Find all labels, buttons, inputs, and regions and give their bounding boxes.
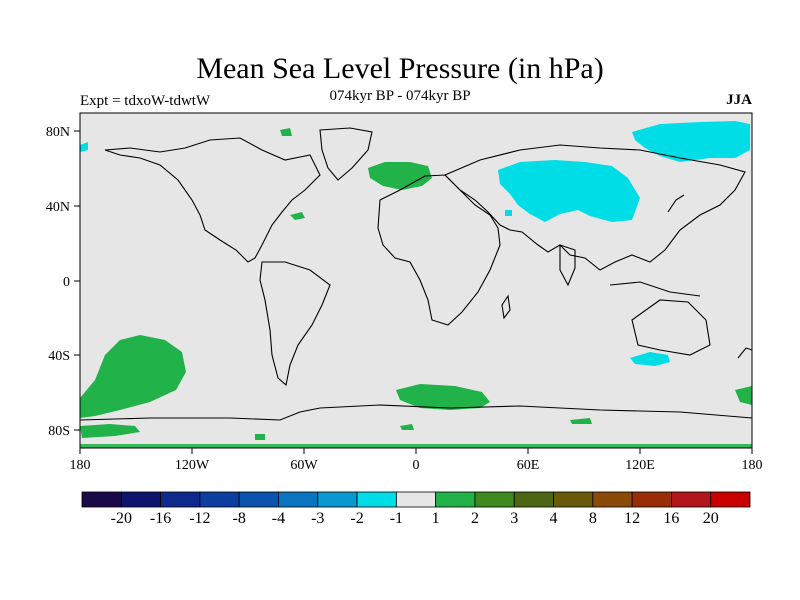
colorbar-swatch xyxy=(120,491,161,508)
y-tick-label: 0 xyxy=(63,275,70,290)
colorbar-label: -12 xyxy=(189,510,210,527)
axis-ticks xyxy=(74,130,753,454)
colorbar-label: 12 xyxy=(624,510,640,527)
colorbar-swatch xyxy=(474,491,515,508)
colorbar-swatch xyxy=(631,491,672,508)
colorbar-label: -8 xyxy=(233,510,246,527)
colorbar-swatch xyxy=(160,491,201,508)
x-tick-label: 60W xyxy=(290,458,318,473)
colorbar-swatch xyxy=(710,491,751,508)
y-tick-label: 40N xyxy=(46,200,70,215)
experiment-label: Expt = tdxoW-tdwtW xyxy=(80,93,211,109)
colorbar-swatch xyxy=(81,491,122,508)
period-label: 074kyr BP - 074kyr BP xyxy=(329,88,471,104)
colorbar-swatch xyxy=(671,491,712,508)
y-tick-label: 80N xyxy=(46,125,70,140)
x-tick-label: 120W xyxy=(175,458,210,473)
x-tick-label: 0 xyxy=(413,458,420,473)
colorbar-label: 2 xyxy=(471,510,479,527)
colorbar-swatch xyxy=(395,491,437,508)
colorbar-labels: -20 -16 -12 -8 -4 -3 -2 -1 1 2 3 4 8 12 16 20 xyxy=(111,510,719,527)
positive-anomaly-regions xyxy=(80,128,752,448)
colorbar-label: 3 xyxy=(510,510,518,527)
y-tick-labels: 80N 40N 0 40S 80S xyxy=(46,125,70,439)
colorbar-swatch xyxy=(317,491,358,508)
colorbar-swatch xyxy=(513,491,554,508)
colorbar-swatch xyxy=(435,491,476,508)
x-tick-label: 120E xyxy=(625,458,655,473)
coastlines xyxy=(79,127,753,421)
colorbar-label: -3 xyxy=(311,510,324,527)
colorbar-swatch xyxy=(278,491,319,508)
y-tick-label: 80S xyxy=(48,424,70,439)
x-tick-label: 60E xyxy=(517,458,540,473)
colorbar-label: -4 xyxy=(272,510,285,527)
x-tick-label: 180 xyxy=(70,458,91,473)
x-tick-labels: 180 120W 60W 0 60E 120E 180 xyxy=(70,458,763,473)
plot-title: Mean Sea Level Pressure (in hPa) xyxy=(196,52,604,85)
colorbar-label: -20 xyxy=(111,510,132,527)
negative-anomaly-regions xyxy=(80,121,750,366)
y-tick-label: 40S xyxy=(48,349,70,364)
colorbar-label: 1 xyxy=(432,510,440,527)
colorbar-swatch xyxy=(592,491,633,508)
colorbar-label: 4 xyxy=(550,510,558,527)
colorbar-swatch xyxy=(199,491,240,508)
colorbar xyxy=(81,491,751,508)
colorbar-label: -1 xyxy=(390,510,403,527)
colorbar-label: -2 xyxy=(350,510,363,527)
colorbar-label: -16 xyxy=(150,510,171,527)
colorbar-swatch xyxy=(553,491,594,508)
x-tick-label: 180 xyxy=(742,458,763,473)
colorbar-label: 8 xyxy=(589,510,597,527)
colorbar-label: 20 xyxy=(703,510,719,527)
colorbar-swatch xyxy=(356,491,397,508)
season-label: JJA xyxy=(726,92,752,108)
colorbar-swatch xyxy=(238,491,279,508)
colorbar-label: 16 xyxy=(663,510,679,527)
